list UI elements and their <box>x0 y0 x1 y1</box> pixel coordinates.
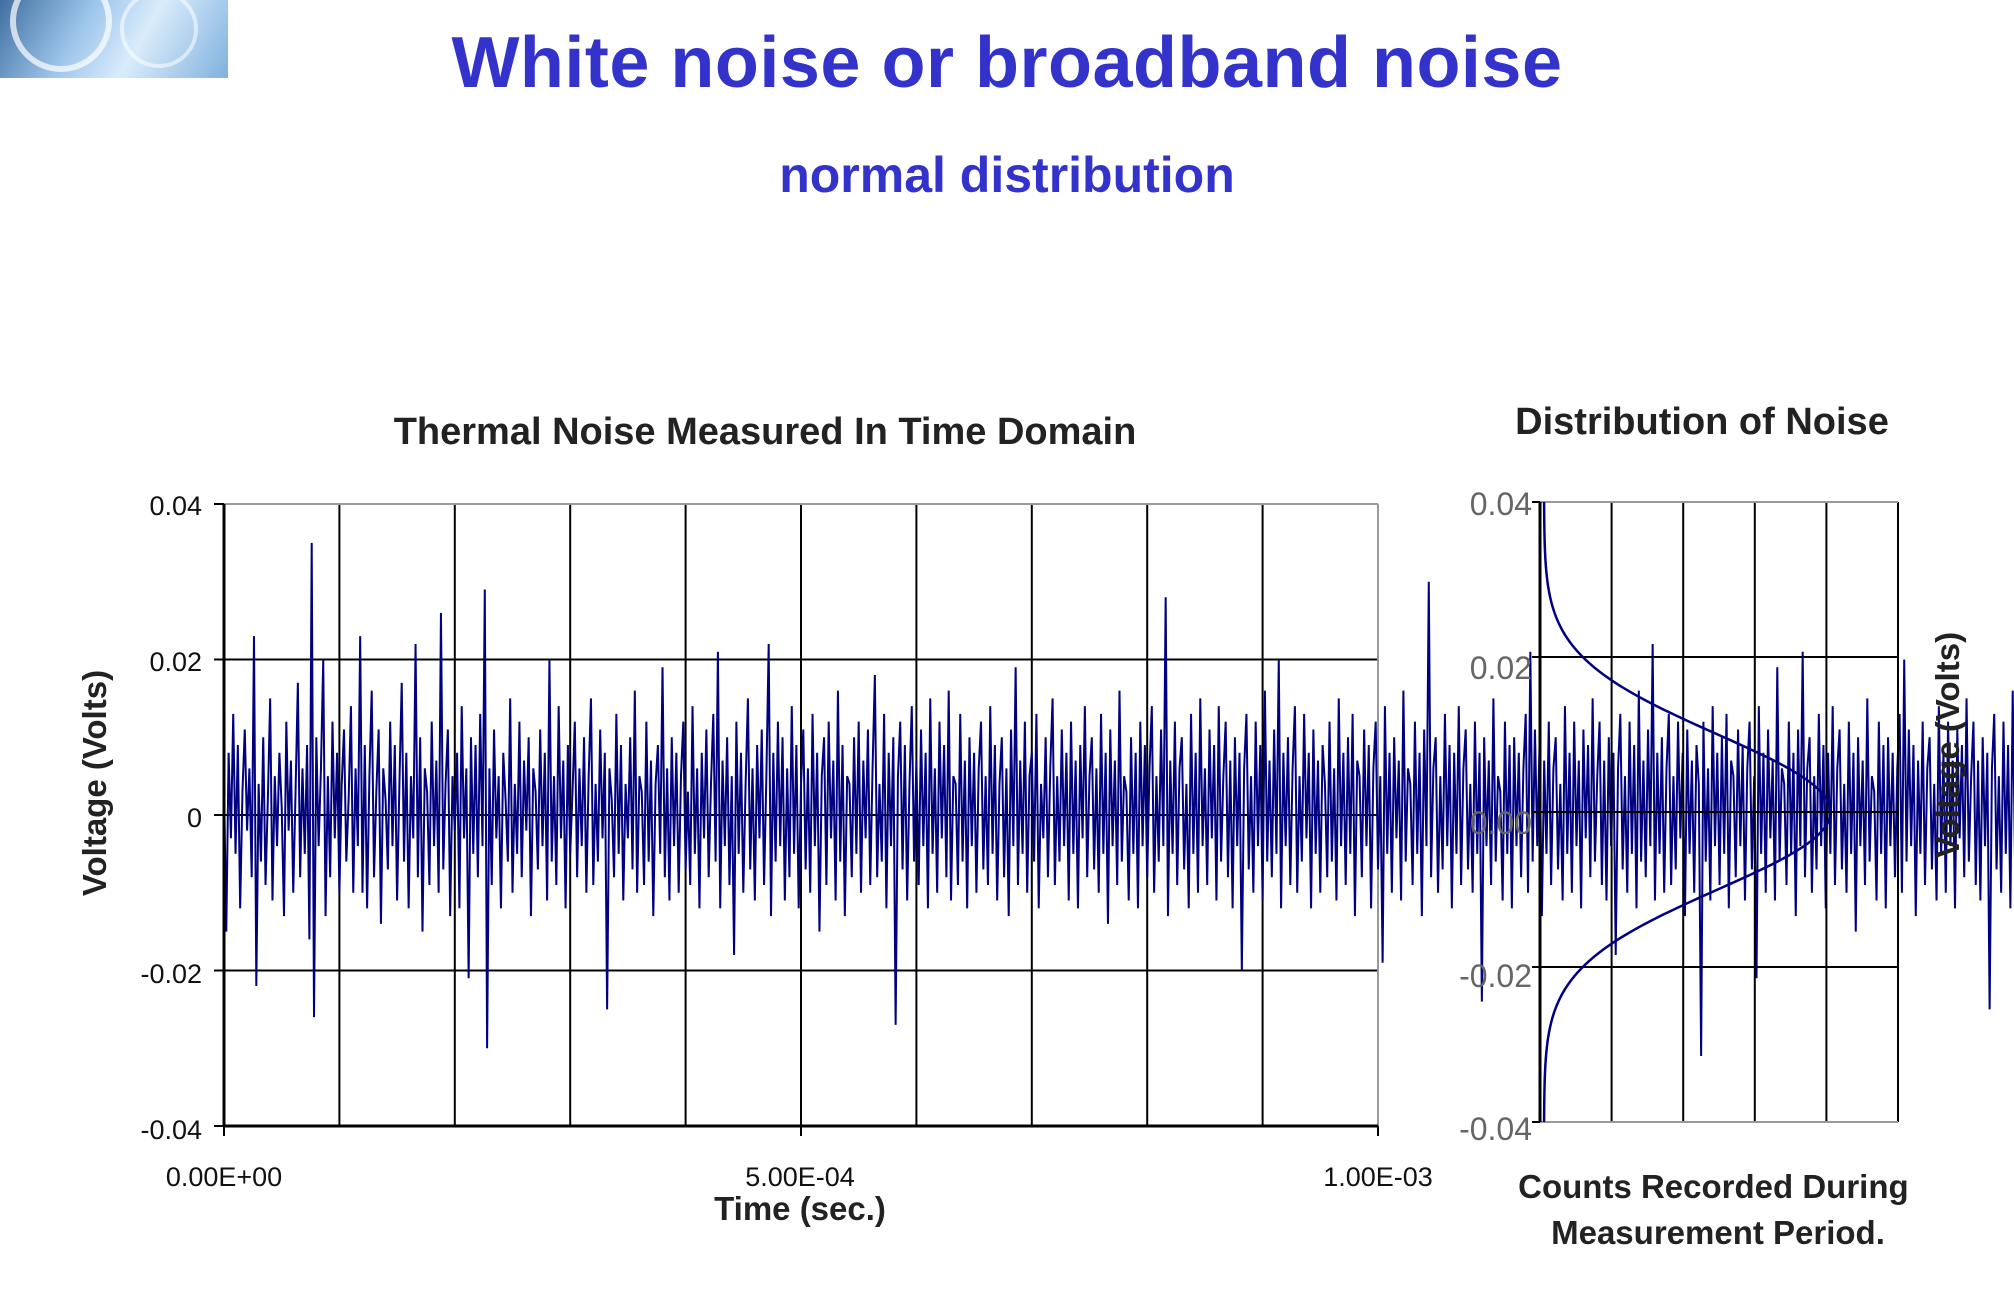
dist-y-tick-label-1: 0.02 <box>1470 650 1532 686</box>
y-tick-label-1: 0.02 <box>149 647 202 677</box>
distribution-x-axis-label: Counts Recorded During Measurement Perio… <box>1518 1168 1918 1251</box>
distribution-x-axis-label-line-1: Counts Recorded During <box>1518 1168 1909 1205</box>
page-title: White noise or broadband noise <box>451 23 1563 103</box>
distribution-chart-axes <box>1532 501 1542 1123</box>
time-chart-x-axis-label: Time (sec.) <box>714 1190 886 1227</box>
time-chart-axes <box>214 503 1379 1136</box>
logo-image <box>0 0 228 78</box>
time-chart-title: Thermal Noise Measured In Time Domain <box>394 411 1137 453</box>
distribution-x-axis-label-line-2: Measurement Period. <box>1551 1214 1885 1251</box>
page-subtitle: normal distribution <box>779 147 1235 203</box>
x-tick-label-2: 1.00E-03 <box>1323 1162 1433 1192</box>
dist-y-tick-label-0: 0.04 <box>1470 486 1532 522</box>
x-tick-label-1: 5.00E-04 <box>745 1162 855 1192</box>
distribution-chart-title: Distribution of Noise <box>1515 401 1889 443</box>
x-tick-label-0: 0.00E+00 <box>166 1162 282 1192</box>
dist-y-tick-label-2: 0.00 <box>1470 805 1532 841</box>
y-tick-label-0: 0.04 <box>149 491 202 521</box>
distribution-chart-grid <box>1540 501 1899 1123</box>
noise-series-line <box>223 542 2014 1057</box>
distribution-curve <box>1542 501 1832 1123</box>
dist-y-tick-label-4: -0.04 <box>1459 1111 1532 1147</box>
y-tick-label-2: 0 <box>187 803 202 833</box>
y-tick-label-3: -0.02 <box>140 959 202 989</box>
dist-y-tick-label-3: -0.02 <box>1459 958 1532 994</box>
time-chart-y-axis-label: Voltage (Volts) <box>76 670 113 896</box>
distribution-y-axis-label: Voltage (Volts) <box>1929 632 1966 858</box>
y-tick-label-4: -0.04 <box>140 1115 202 1145</box>
